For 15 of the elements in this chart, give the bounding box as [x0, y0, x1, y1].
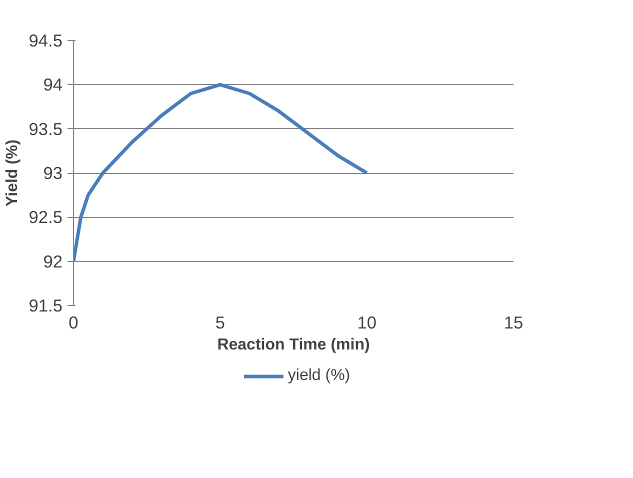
- y-tick-label: 93.5: [28, 118, 63, 139]
- y-tick-label: 94.5: [28, 30, 63, 50]
- y-tick-label: 93: [43, 163, 63, 183]
- y-tick-label: 91.5: [28, 296, 63, 316]
- y-axis-title: Yield (%): [4, 140, 21, 206]
- x-axis-title: Reaction Time (min): [217, 336, 370, 354]
- legend-label: yield (%): [288, 367, 350, 385]
- x-tick-label: 0: [68, 312, 78, 332]
- x-tick-label: 5: [215, 312, 225, 332]
- x-tick-label: 15: [504, 312, 524, 332]
- y-tick-label: 94: [43, 74, 63, 95]
- x-tick-label: 10: [357, 312, 376, 332]
- y-tick-label: 92.5: [28, 207, 63, 228]
- y-tick-label: 92: [43, 251, 63, 272]
- line-series: [74, 82, 369, 264]
